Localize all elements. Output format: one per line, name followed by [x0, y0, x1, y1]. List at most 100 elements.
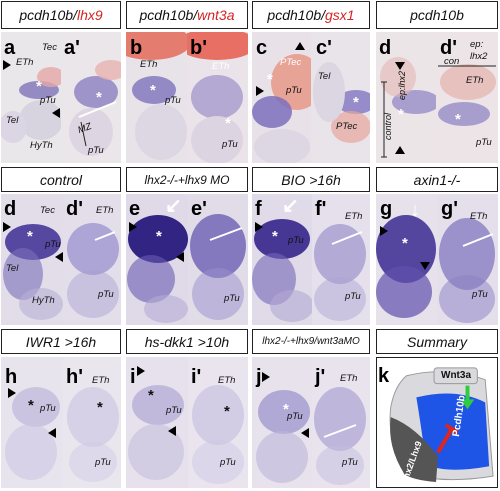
header-pcdh10b-lhx9: pcdh10b/lhx9 [1, 1, 121, 29]
white-arrow-icon: ↓ [410, 199, 420, 221]
panel-h [1, 357, 63, 488]
arrowhead-icon [8, 388, 16, 398]
star-marker: * [225, 115, 231, 132]
star-marker: * [150, 82, 156, 99]
header-lhx2-wnt3a-mo: lhx2-/-+lhx9/wnt3aMO [252, 329, 370, 354]
note-eth: ETh [96, 205, 114, 216]
panel-i [126, 357, 188, 488]
panel-k-summary [376, 357, 498, 488]
note-ptu: pTu [165, 95, 181, 106]
label-b-prime: b' [190, 37, 207, 59]
label-d-prime: d' [440, 37, 457, 59]
note-con: con [444, 56, 460, 67]
label-f-prime: f' [315, 198, 327, 220]
summary-wnt3a-label: Wnt3a [441, 370, 471, 381]
panel-c-prime-stain [313, 62, 370, 143]
panel-h-stain [5, 387, 60, 480]
label-c: c [256, 37, 268, 59]
panel-b-prime [187, 32, 248, 163]
label-j: j [256, 366, 262, 388]
note-ptu: pTu [40, 403, 56, 414]
panel-f-stain [252, 219, 312, 322]
star-marker: * [455, 111, 461, 128]
arrowhead-icon [420, 262, 430, 270]
arrowhead-icon [48, 428, 56, 438]
note-eth: ETh [345, 211, 363, 222]
label-d: d [379, 37, 392, 59]
note-ptu: pTu [345, 291, 361, 302]
note-tec: Tec [42, 42, 57, 53]
label-d-prime-control: d' [66, 198, 83, 220]
note-eth: ETh [92, 375, 110, 386]
header-lhx2-lhx9-mo: lhx2-/-+lhx9 MO [126, 167, 248, 192]
panel-j-stain [256, 390, 310, 483]
note-control: control [383, 112, 393, 140]
note-ep: ep: [470, 39, 484, 50]
panel-g-prime-stain [439, 218, 495, 323]
panel-e-stain [127, 215, 188, 323]
arrowhead-icon [137, 366, 145, 376]
arrowhead-icon [395, 146, 405, 154]
panel-f-prime [312, 194, 370, 325]
header-iwr1: IWR1 >16h [1, 329, 121, 354]
note-ptu: pTu [88, 145, 104, 156]
star-marker: * [27, 228, 33, 245]
label-c-prime: c' [316, 37, 332, 59]
panel-c-stain [252, 54, 311, 163]
star-marker: * [398, 106, 404, 123]
note-ptu: pTu [220, 457, 236, 468]
panel-d-prime-row1-stain [438, 64, 496, 126]
header-pcdh10b-wnt3a: pcdh10b/wnt3a [126, 1, 248, 29]
note-ptu: pTu [476, 137, 492, 148]
arrowhead-icon [3, 222, 11, 232]
star-marker: * [283, 401, 289, 418]
note-ep-lhx2: ep:lhx2 [397, 70, 407, 100]
label-k: k [378, 365, 390, 387]
note-ptec: PTec [336, 121, 358, 132]
arrowhead-icon [55, 252, 63, 262]
panel-i-stain [128, 385, 184, 480]
label-i: i [130, 366, 136, 388]
note-tel: Tel [6, 115, 19, 126]
panel-d-control-stain [3, 224, 63, 320]
note-ptu: pTu [40, 95, 56, 106]
panel-a-stain [1, 67, 61, 143]
panel-b-stain [126, 32, 187, 160]
label-h-prime: h' [66, 366, 83, 388]
star-marker: * [148, 387, 154, 404]
note-eth: ETh [16, 57, 34, 68]
panel-b-prime-stain [187, 32, 248, 163]
arrowhead-icon [129, 222, 137, 232]
note-ptu: pTu [287, 411, 303, 422]
panel-d-prime-control-stain [67, 223, 119, 318]
arrowhead-icon [380, 226, 388, 236]
summary-diagram [389, 367, 494, 483]
note-ptu: pTu [222, 139, 238, 150]
header-pcdh10b-gsx1: pcdh10b/gsx1 [252, 1, 370, 29]
star-marker: * [36, 78, 42, 95]
label-e-prime: e' [191, 198, 207, 220]
star-marker: * [353, 94, 359, 111]
note-hyth: HyTh [32, 295, 55, 306]
star-marker: * [156, 228, 162, 245]
panel-j-prime-stain [314, 387, 366, 485]
note-ptu: pTu [224, 293, 240, 304]
panel-f-prime-stain [314, 224, 366, 321]
note-tel: Tel [6, 263, 19, 274]
note-ptu: pTu [166, 405, 182, 416]
panel-b [126, 32, 187, 163]
note-eth: ETh [218, 375, 236, 386]
panel-j-prime [312, 357, 370, 488]
panel-f [252, 194, 312, 325]
note-ptu: pTu [472, 289, 488, 300]
panel-d-prime-row1 [436, 32, 498, 163]
arrowhead-icon [52, 108, 60, 118]
note-eth: ETh [340, 373, 358, 384]
arrowhead-icon [301, 428, 309, 438]
panel-h-prime [63, 357, 121, 488]
arrowhead-icon [176, 252, 184, 262]
white-arrow-icon: ↙ [165, 195, 182, 217]
header-pcdh10b: pcdh10b [376, 1, 498, 29]
label-i-prime: i' [191, 366, 202, 388]
note-lhx2: lhx2 [470, 51, 488, 62]
